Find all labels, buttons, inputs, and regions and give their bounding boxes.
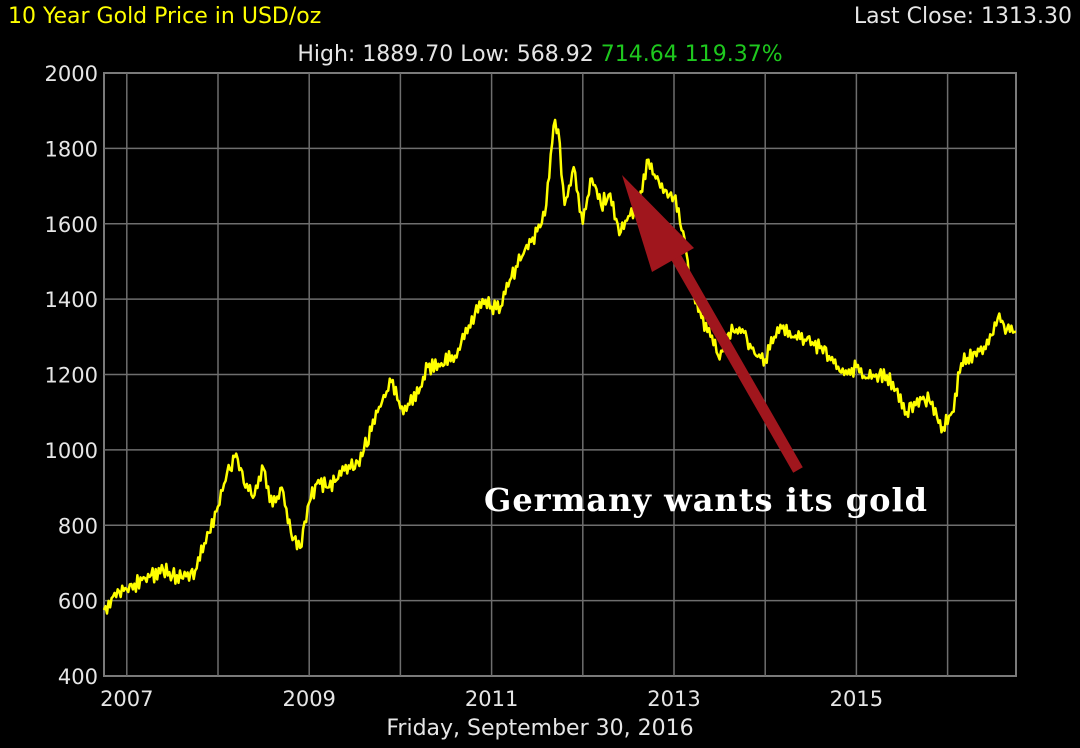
annotation-arrow-shaft [660, 235, 803, 473]
x-tick-label: 2015 [830, 687, 883, 711]
chart-title: 10 Year Gold Price in USD/oz [8, 4, 322, 29]
x-tick-label: 2009 [282, 687, 335, 711]
last-close-label: Last Close: 1313.30 [853, 4, 1072, 29]
change-label: 714.64 119.37% [600, 42, 783, 67]
footer-date: Friday, September 30, 2016 [386, 716, 694, 741]
y-tick-label: 800 [58, 514, 98, 538]
annotation-arrow-head [622, 175, 694, 272]
y-tick-label: 2000 [45, 62, 98, 86]
high-low-label: High: 1889.70 Low: 568.92 [297, 42, 594, 67]
y-tick-label: 1400 [45, 288, 98, 312]
y-tick-label: 1000 [45, 439, 98, 463]
high-low-stats: High: 1889.70 Low: 568.92 714.64 119.37% [0, 42, 1080, 67]
y-axis: 400 600 800 1000 1200 1400 1600 1800 2000 [45, 62, 98, 689]
x-axis: 2007 2009 2011 2013 2015 [100, 687, 883, 711]
y-tick-label: 1600 [45, 213, 98, 237]
y-tick-label: 1800 [45, 137, 98, 161]
x-tick-label: 2011 [465, 687, 518, 711]
x-tick-label: 2013 [647, 687, 700, 711]
x-tick-label: 2007 [100, 687, 153, 711]
y-tick-label: 1200 [45, 364, 98, 388]
y-tick-label: 600 [58, 590, 98, 614]
annotation-text: Germany wants its gold [484, 481, 928, 519]
price-line-series [102, 118, 1016, 615]
y-tick-label: 400 [58, 665, 98, 689]
